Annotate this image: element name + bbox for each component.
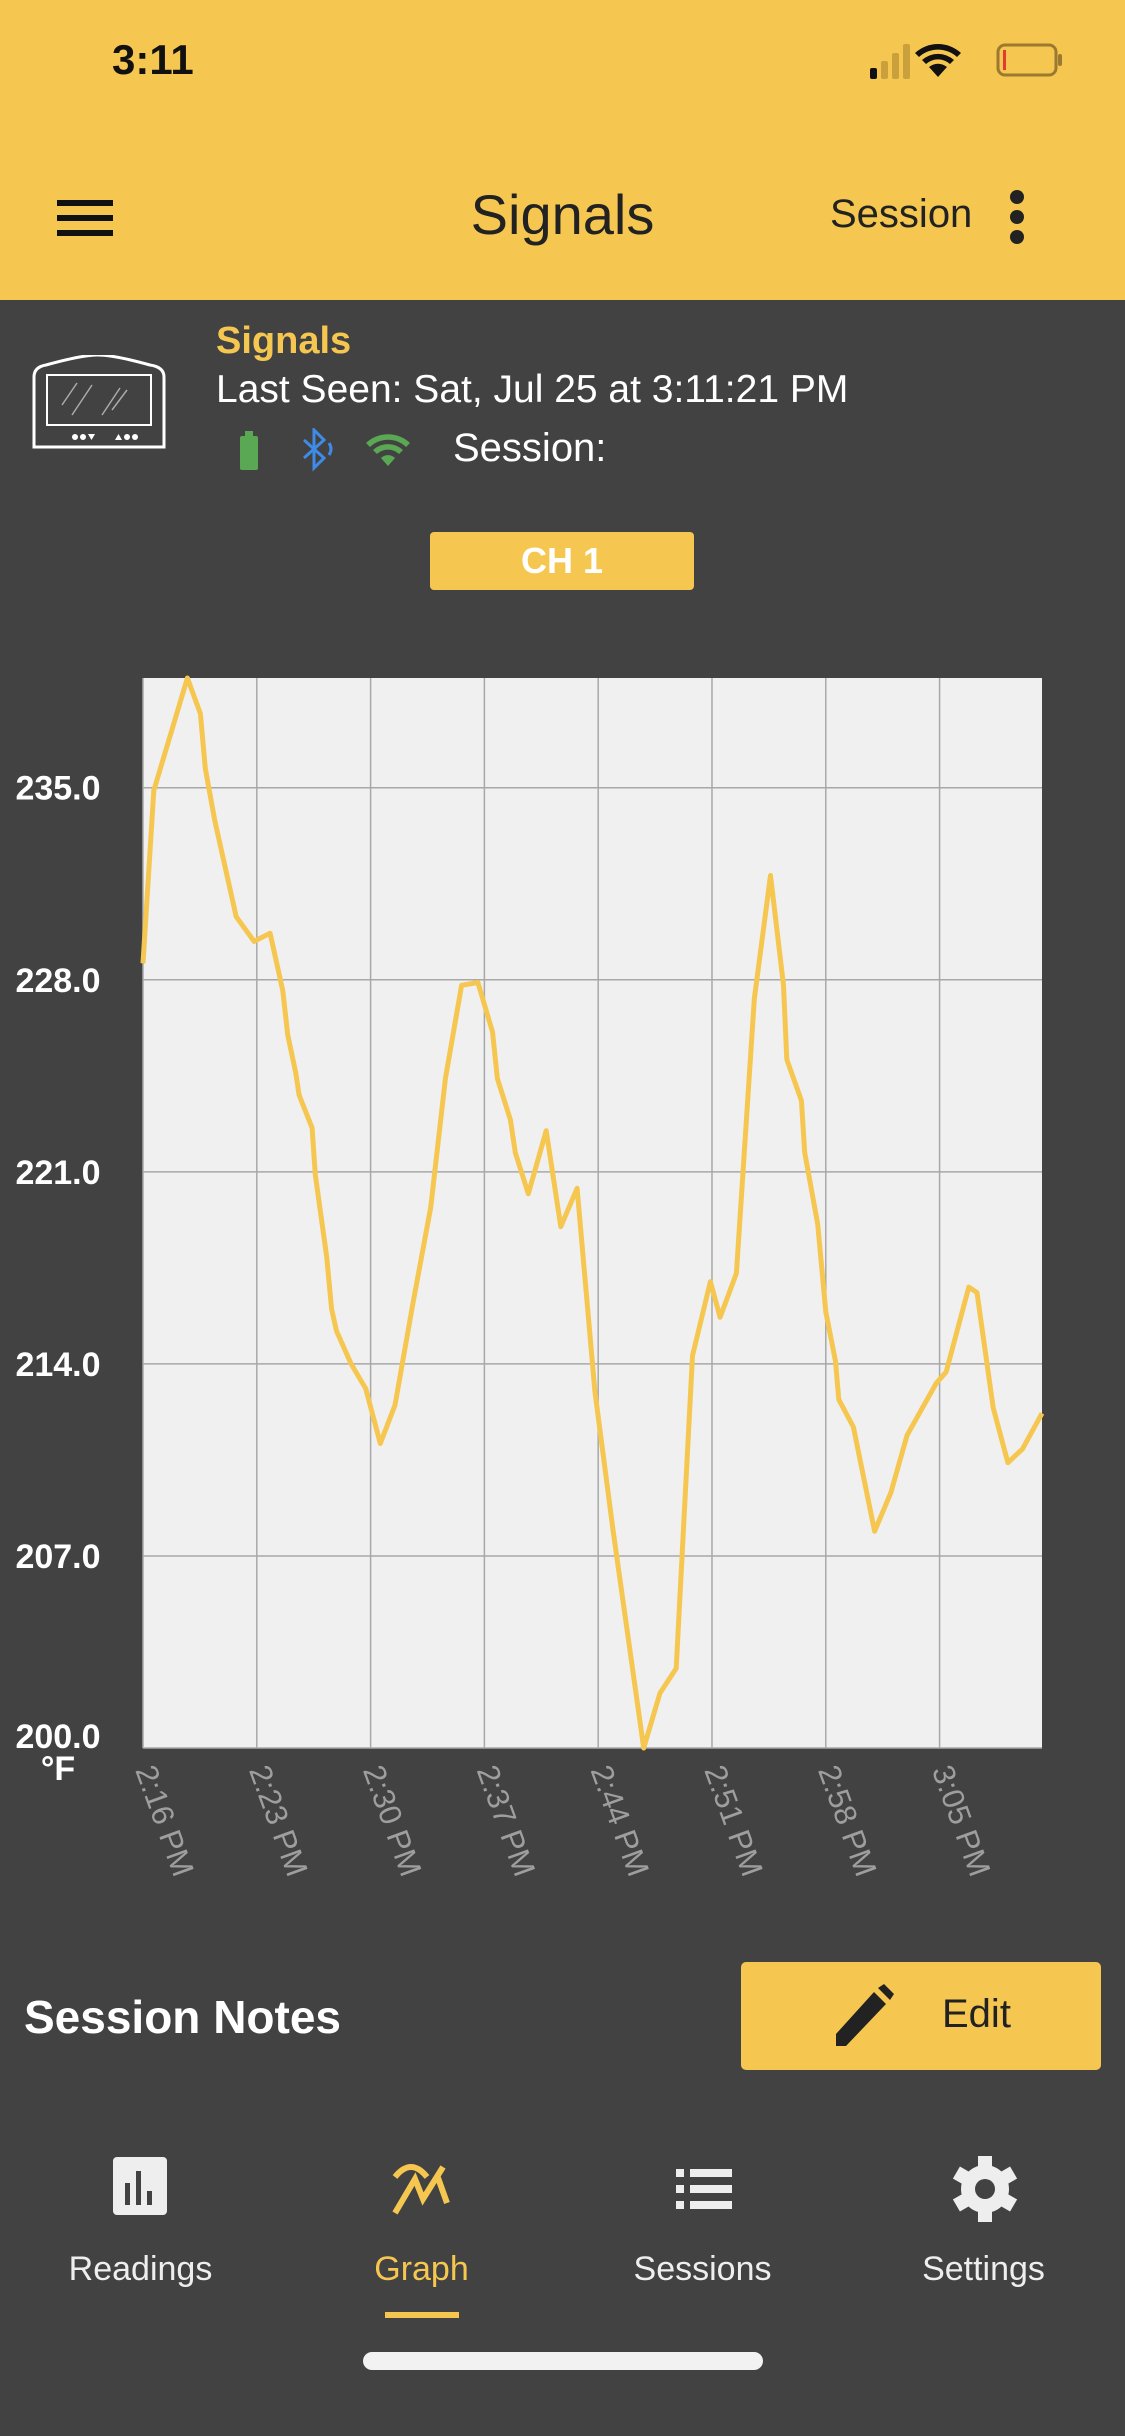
grid: [142, 678, 1042, 1749]
session-button[interactable]: Session: [830, 192, 973, 236]
x-tick-label: 2:30 PM: [356, 1760, 428, 1880]
battery-icon: [240, 431, 258, 470]
y-tick-label: 207.0: [15, 1538, 100, 1576]
x-tick-label: 3:05 PM: [925, 1760, 997, 1880]
edit-label: Edit: [942, 1992, 1011, 2036]
page-title: Signals: [470, 183, 655, 246]
status-icons: [870, 43, 1062, 79]
x-tick-label: 2:37 PM: [470, 1760, 542, 1880]
last-seen-text: Last Seen: Sat, Jul 25 at 3:11:21 PM: [216, 368, 849, 411]
pencil-icon: [836, 1984, 894, 2046]
y-axis: 235.0 228.0 221.0 214.0 207.0 200.0: [15, 770, 100, 1756]
session-label: Session:: [453, 426, 607, 470]
cellular-signal-icon: [870, 44, 910, 79]
home-indicator[interactable]: [363, 2352, 763, 2370]
x-tick-label: 2:58 PM: [811, 1760, 883, 1880]
tab-label: Graph: [374, 2250, 469, 2288]
y-tick-label: 200.0: [15, 1718, 100, 1756]
status-time: 3:11: [112, 36, 194, 83]
tab-label: Settings: [922, 2250, 1045, 2288]
tab-sessions[interactable]: Sessions: [562, 2150, 843, 2310]
bar-chart-icon: [113, 2157, 167, 2215]
y-tick-label: 214.0: [15, 1346, 100, 1384]
y-tick-label: 228.0: [15, 962, 100, 1000]
list-icon: [676, 2169, 732, 2209]
tab-graph[interactable]: Graph: [281, 2150, 562, 2310]
gear-icon: [953, 2156, 1017, 2222]
device-icon: [32, 355, 166, 449]
tab-label: Sessions: [633, 2250, 772, 2288]
device-name: Signals: [216, 320, 352, 362]
edit-notes-button[interactable]: Edit: [741, 1962, 1101, 2070]
graph-icon: [392, 2164, 450, 2215]
session-notes-title: Session Notes: [24, 1991, 341, 2043]
y-tick-label: 221.0: [15, 1154, 100, 1192]
x-tick-label: 2:51 PM: [697, 1760, 769, 1880]
wifi-icon: [366, 434, 410, 466]
tab-readings[interactable]: Readings: [0, 2150, 281, 2310]
y-axis-unit: °F: [41, 1750, 75, 1788]
x-axis: 2:16 PM 2:23 PM 2:30 PM 2:37 PM 2:44 PM 2:51 …: [128, 1760, 997, 1880]
battery-low-icon: [996, 43, 1062, 77]
more-vertical-icon[interactable]: [1008, 190, 1026, 244]
app-header: 3:11 Signals Session: [0, 0, 1125, 300]
tab-settings[interactable]: Settings: [843, 2150, 1124, 2310]
x-tick-label: 2:44 PM: [584, 1760, 656, 1880]
x-tick-label: 2:16 PM: [128, 1760, 200, 1880]
bluetooth-icon: [302, 428, 333, 472]
y-tick-label: 235.0: [15, 770, 100, 808]
wifi-icon: [915, 44, 961, 77]
plot-area: [143, 678, 1042, 1748]
active-tab-indicator: [385, 2312, 459, 2318]
tab-label: Readings: [68, 2250, 213, 2288]
channel-button[interactable]: CH 1: [430, 532, 694, 590]
series-line: [140, 675, 1045, 1751]
hamburger-menu-icon[interactable]: [57, 200, 113, 236]
device-status-icons: [240, 428, 410, 472]
data-points: [142, 677, 1043, 1749]
x-tick-label: 2:23 PM: [242, 1760, 314, 1880]
